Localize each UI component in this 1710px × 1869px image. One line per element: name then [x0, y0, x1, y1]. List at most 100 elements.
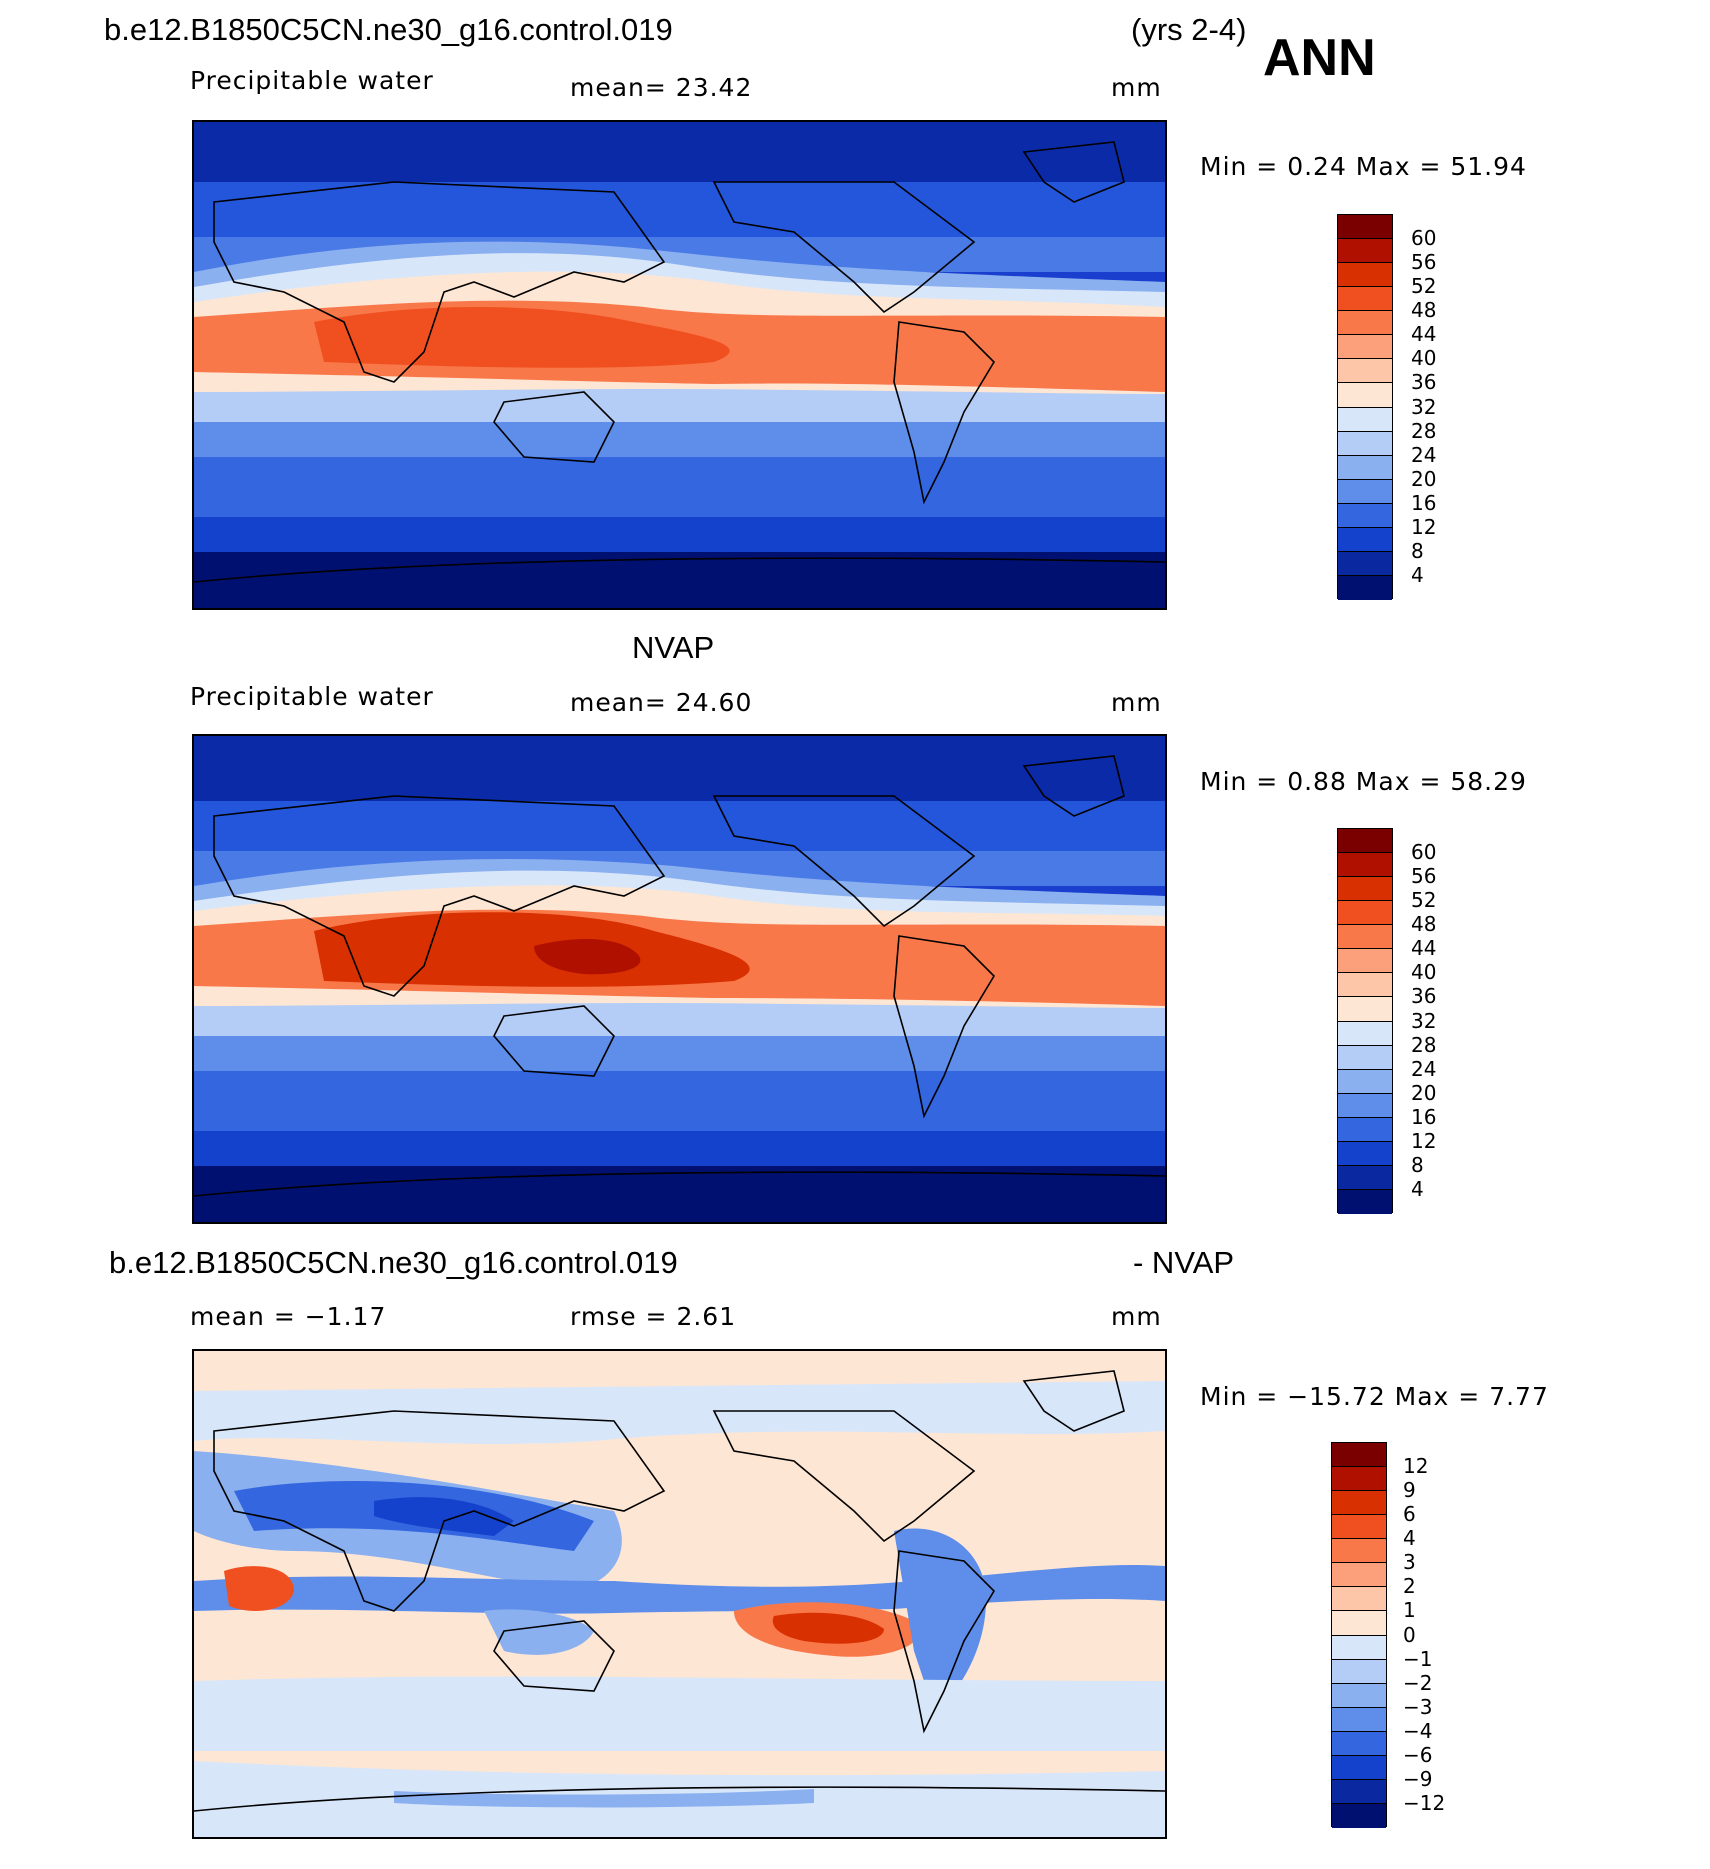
colorbar-segment — [1338, 407, 1392, 432]
colorbar-tick-label: 40 — [1411, 346, 1437, 371]
colorbar-segment — [1332, 1515, 1386, 1540]
colorbar-segment — [1338, 431, 1392, 456]
panel1-minmax-label: Min = 0.24 Max = 51.94 — [1200, 152, 1527, 181]
colorbar-tick-label: 12 — [1411, 1128, 1437, 1153]
colorbar-segment — [1338, 479, 1392, 504]
colorbar-tick-label: 28 — [1411, 418, 1437, 443]
colorbar-tick-label: 3 — [1403, 1550, 1416, 1575]
colorbar-segment — [1338, 215, 1392, 240]
colorbar-tick-label: 48 — [1411, 298, 1437, 323]
years-label: (yrs 2-4) — [1131, 12, 1247, 47]
panel3-title-left: b.e12.B1850C5CN.ne30_g16.control.019 — [109, 1245, 678, 1280]
colorbar-tick-label: 4 — [1411, 1176, 1424, 1201]
colorbar-tick-label: 0 — [1403, 1622, 1416, 1647]
colorbar-segment — [1338, 949, 1392, 974]
colorbar-segment — [1338, 901, 1392, 926]
colorbar-segment — [1338, 1045, 1392, 1070]
colorbar-tick-label: −12 — [1403, 1790, 1446, 1815]
colorbar-segment — [1338, 853, 1392, 878]
colorbar-tick-label: 12 — [1411, 514, 1437, 539]
colorbar-segment — [1332, 1731, 1386, 1756]
colorbar-segment — [1332, 1803, 1386, 1828]
panel3-map — [192, 1349, 1167, 1839]
colorbar-segment — [1338, 311, 1392, 336]
colorbar-segment — [1338, 335, 1392, 360]
colorbar-segment — [1332, 1491, 1386, 1516]
colorbar-segment — [1338, 383, 1392, 408]
colorbar-tick-label: 8 — [1411, 1152, 1424, 1177]
colorbar-tick-label: 28 — [1411, 1032, 1437, 1057]
panel2-title: NVAP — [632, 630, 715, 665]
colorbar-segment — [1332, 1683, 1386, 1708]
colorbar-tick-label: 32 — [1411, 394, 1437, 419]
colorbar-tick-label: 16 — [1411, 490, 1437, 515]
colorbar-segment — [1332, 1563, 1386, 1588]
colorbar-tick-label: 60 — [1411, 840, 1437, 865]
colorbar-tick-label: 4 — [1403, 1526, 1416, 1551]
panel3-colorbar: 12 9 6 4 3 2 1 0 −1 −2 −3 −4 −6 −9 −12 — [1331, 1442, 1491, 1828]
colorbar-tick-label: 52 — [1411, 888, 1437, 913]
colorbar-tick-label: 2 — [1403, 1574, 1416, 1599]
colorbar-segment — [1332, 1587, 1386, 1612]
colorbar-tick-label: 1 — [1403, 1598, 1416, 1623]
colorbar-segment — [1338, 455, 1392, 480]
season-label: ANN — [1263, 29, 1376, 87]
colorbar-segment — [1338, 1021, 1392, 1046]
panel3-map-svg — [194, 1351, 1165, 1837]
colorbar-segment — [1338, 575, 1392, 600]
colorbar-tick-label: 44 — [1411, 322, 1437, 347]
panel1-map — [192, 120, 1167, 610]
panel1-map-svg — [194, 122, 1165, 608]
colorbar-tick-label: 36 — [1411, 370, 1437, 395]
colorbar-segment — [1338, 973, 1392, 998]
colorbar-tick-label: 40 — [1411, 960, 1437, 985]
panel1-mean-label: mean= 23.42 — [570, 73, 753, 102]
colorbar-segment — [1338, 527, 1392, 552]
colorbar-segment — [1338, 1165, 1392, 1190]
colorbar-segment — [1332, 1443, 1386, 1468]
colorbar-tick-label: 16 — [1411, 1104, 1437, 1129]
colorbar-segment — [1338, 1141, 1392, 1166]
colorbar-segment — [1338, 503, 1392, 528]
colorbar-tick-label: 4 — [1411, 562, 1424, 587]
colorbar-segment — [1332, 1707, 1386, 1732]
colorbar-tick-label: 32 — [1411, 1008, 1437, 1033]
colorbar-segment — [1332, 1467, 1386, 1492]
panel3-units-label: mm — [1111, 1302, 1162, 1331]
panel2-colorbar-bar — [1337, 828, 1393, 1214]
colorbar-tick-label: 52 — [1411, 274, 1437, 299]
colorbar-tick-label: 24 — [1411, 442, 1437, 467]
colorbar-segment — [1338, 829, 1392, 854]
colorbar-tick-label: 20 — [1411, 1080, 1437, 1105]
colorbar-segment — [1338, 997, 1392, 1022]
panel1-units-label: mm — [1111, 73, 1162, 102]
panel1-variable-label: Precipitable water — [190, 66, 434, 95]
colorbar-segment — [1338, 1093, 1392, 1118]
colorbar-tick-label: −9 — [1403, 1766, 1433, 1791]
colorbar-tick-label: 44 — [1411, 936, 1437, 961]
colorbar-segment — [1332, 1779, 1386, 1804]
panel1-colorbar-bar — [1337, 214, 1393, 600]
colorbar-tick-label: −4 — [1403, 1718, 1433, 1743]
colorbar-segment — [1332, 1635, 1386, 1660]
colorbar-segment — [1338, 239, 1392, 264]
colorbar-segment — [1332, 1659, 1386, 1684]
colorbar-tick-label: 8 — [1411, 538, 1424, 563]
panel2-colorbar: 60 56 52 48 44 40 36 32 28 24 20 16 12 8 4 — [1337, 828, 1497, 1214]
colorbar-segment — [1338, 359, 1392, 384]
colorbar-segment — [1338, 1069, 1392, 1094]
colorbar-tick-label: −2 — [1403, 1670, 1433, 1695]
colorbar-tick-label: 20 — [1411, 466, 1437, 491]
colorbar-tick-label: 56 — [1411, 250, 1437, 275]
panel2-map — [192, 734, 1167, 1224]
panel1-colorbar: 60 56 52 48 44 40 36 32 28 24 20 16 12 8 4 — [1337, 214, 1497, 600]
panel3-rmse-label: rmse = 2.61 — [570, 1302, 737, 1331]
colorbar-segment — [1332, 1611, 1386, 1636]
case-name-title: b.e12.B1850C5CN.ne30_g16.control.019 — [104, 12, 673, 47]
colorbar-tick-label: 9 — [1403, 1478, 1416, 1503]
colorbar-tick-label: −3 — [1403, 1694, 1433, 1719]
panel3-title-right: - NVAP — [1133, 1245, 1235, 1280]
colorbar-segment — [1338, 287, 1392, 312]
colorbar-segment — [1338, 551, 1392, 576]
colorbar-tick-label: 60 — [1411, 226, 1437, 251]
